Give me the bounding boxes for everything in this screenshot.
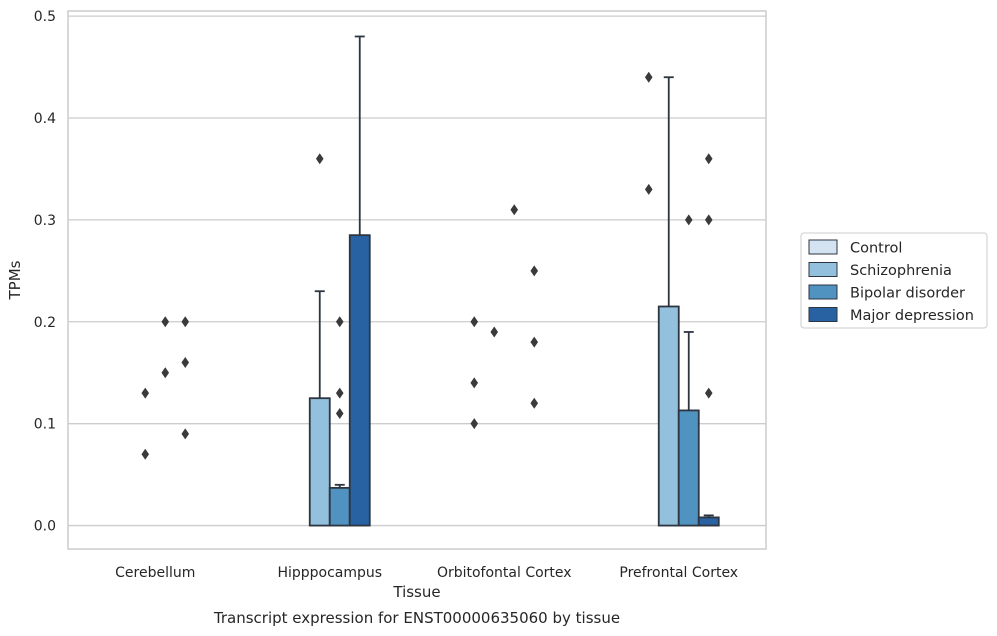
legend-swatch: [808, 262, 838, 277]
y-tick-label: 0.1: [34, 417, 56, 433]
outlier-marker: [470, 418, 479, 430]
y-tick-label: 0.5: [34, 9, 56, 25]
outlier-marker: [470, 377, 479, 389]
outlier-marker: [470, 316, 479, 328]
legend-label: Schizophrenia: [850, 263, 952, 279]
bar: [348, 234, 371, 527]
bars: [308, 234, 720, 527]
outlier-marker: [181, 428, 190, 440]
outlier-marker: [644, 71, 653, 83]
outlier-marker: [335, 387, 344, 399]
bar: [308, 397, 331, 527]
y-axis-label: TPMs: [6, 260, 24, 300]
outlier-marker: [684, 214, 693, 226]
outlier-points: [141, 71, 713, 460]
bar: [677, 409, 700, 527]
y-axis-ticks: 0.0 0.1 0.2 0.3 0.4 0.5: [34, 9, 56, 534]
legend: Control Schizophrenia Bipolar disorder Majo…: [800, 232, 988, 329]
x-tick-label: Prefrontal Cortex: [619, 565, 738, 581]
x-axis-label: Tissue: [392, 583, 440, 601]
x-tick-label: Hipppocampus: [277, 565, 382, 581]
outlier-marker: [315, 153, 324, 165]
outlier-marker: [181, 316, 190, 328]
outlier-marker: [530, 265, 539, 277]
outlier-marker: [644, 183, 653, 195]
y-tick-label: 0.3: [34, 213, 56, 229]
x-axis-ticks: Cerebellum Hipppocampus Orbitofontal Corte…: [115, 565, 738, 581]
outlier-marker: [161, 316, 170, 328]
outlier-marker: [335, 407, 344, 419]
outlier-marker: [141, 448, 150, 460]
outlier-marker: [704, 153, 713, 165]
outlier-marker: [161, 367, 170, 379]
plot-frame: [67, 10, 767, 550]
outlier-marker: [530, 336, 539, 348]
outlier-marker: [704, 214, 713, 226]
chart-caption: Transcript expression for ENST0000063506…: [213, 609, 620, 627]
x-tick-label: Orbitofontal Cortex: [437, 565, 572, 581]
outlier-marker: [704, 387, 713, 399]
legend-frame: [800, 232, 988, 329]
legend-label: Control: [850, 241, 902, 257]
legend-label: Major depression: [850, 308, 974, 324]
bar: [657, 305, 680, 527]
y-tick-label: 0.4: [34, 111, 56, 127]
x-tick-label: Cerebellum: [115, 565, 195, 581]
outlier-marker: [490, 326, 499, 338]
legend-label: Bipolar disorder: [850, 286, 965, 302]
legend-swatch: [808, 307, 838, 322]
outlier-marker: [335, 316, 344, 328]
bar: [328, 486, 351, 527]
bar: [697, 516, 720, 527]
outlier-marker: [141, 387, 150, 399]
legend-swatch: [808, 284, 838, 300]
legend-swatch: [808, 239, 838, 255]
y-tick-label: 0.0: [34, 519, 56, 535]
outlier-marker: [530, 397, 539, 409]
y-tick-label: 0.2: [34, 315, 56, 331]
outlier-marker: [181, 357, 190, 369]
error-bars: [314, 35, 714, 518]
outlier-marker: [510, 204, 519, 216]
